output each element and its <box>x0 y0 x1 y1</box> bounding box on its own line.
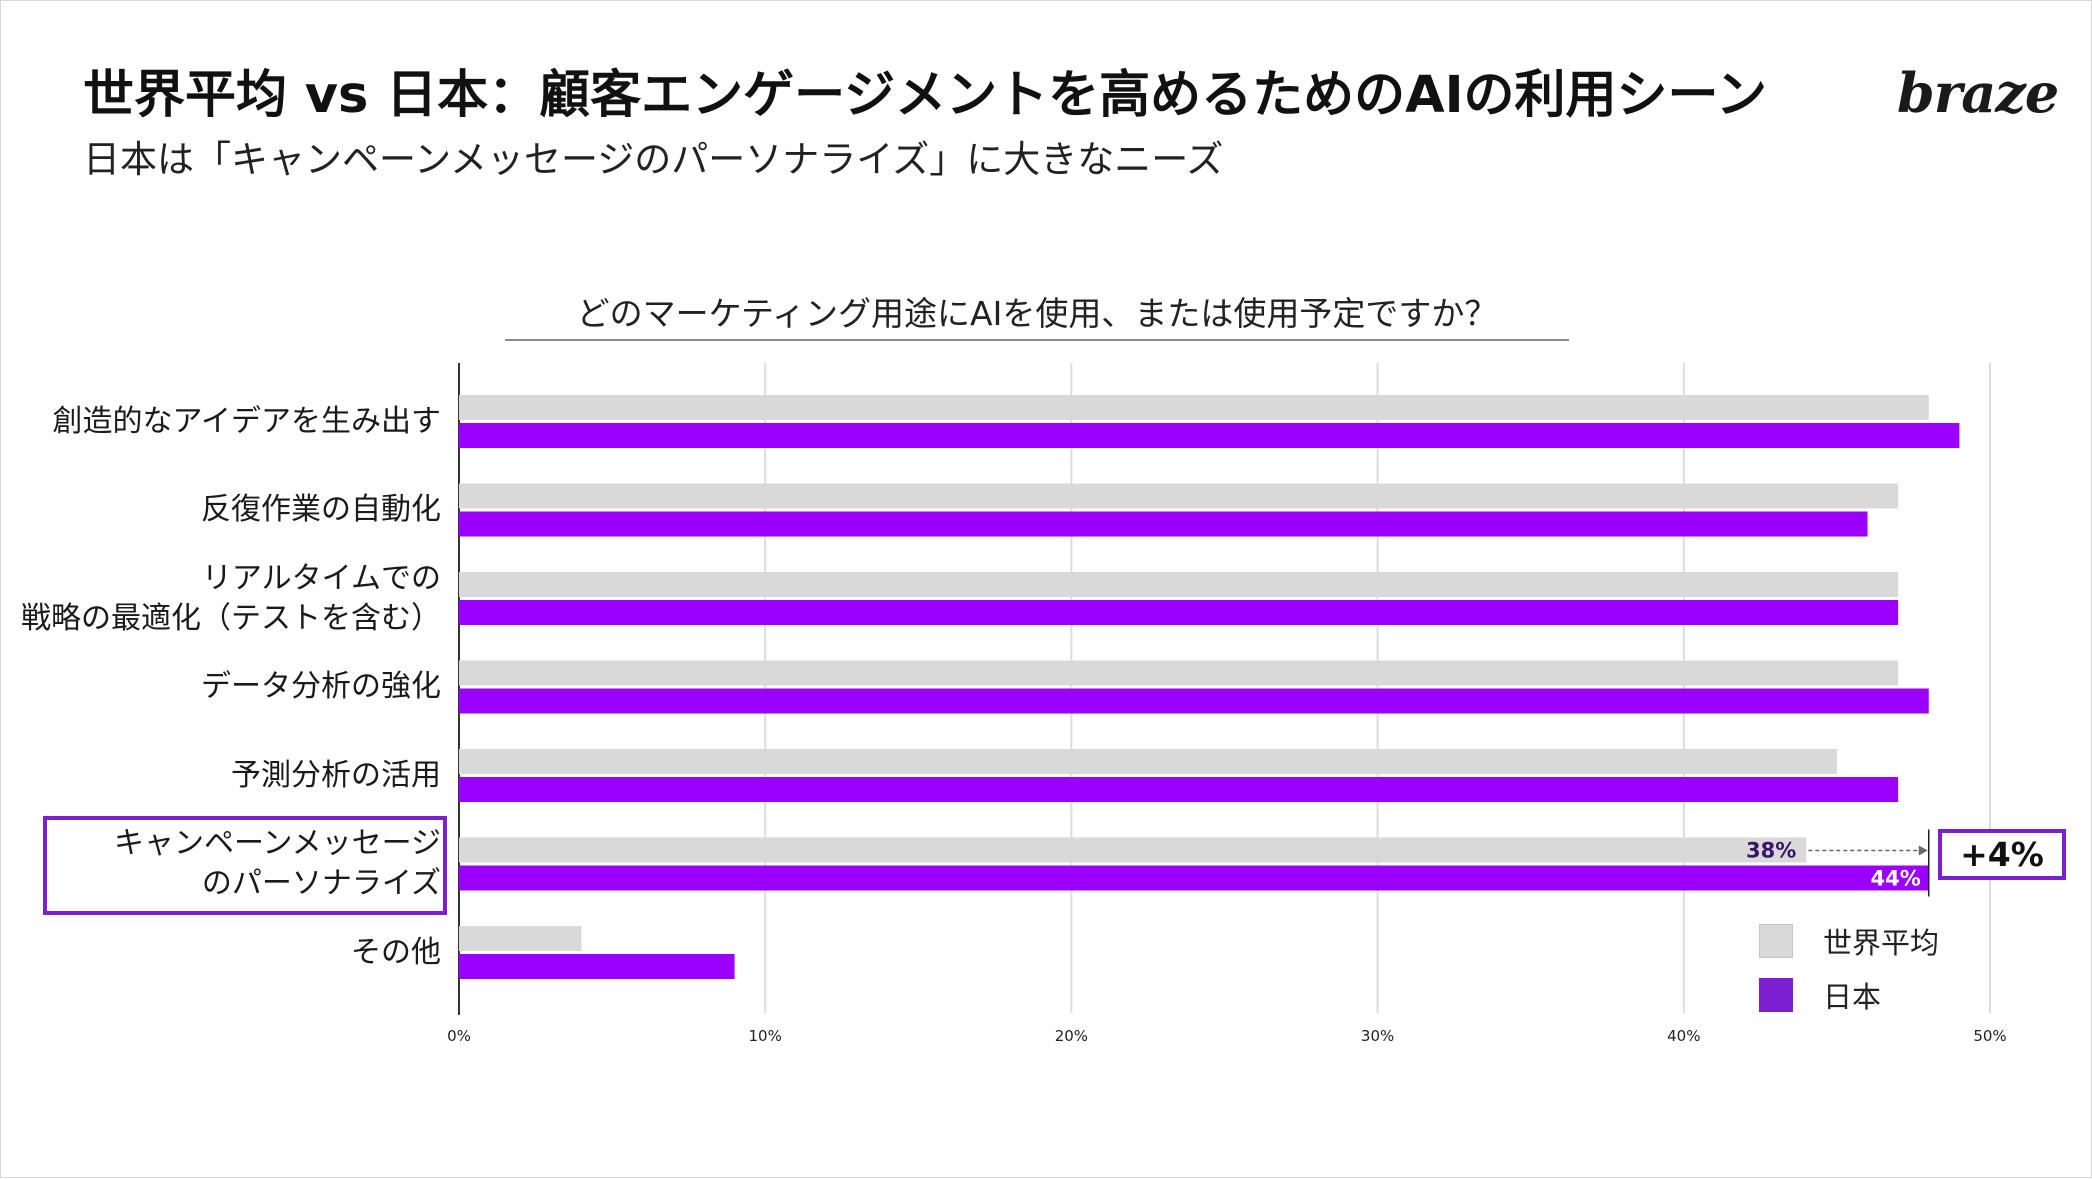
bar-world <box>459 926 582 951</box>
legend-item-japan: 日本 <box>1759 977 1882 1014</box>
bar-world <box>459 572 1899 597</box>
x-tick-label: 20% <box>1055 1027 1088 1045</box>
category-label: 創造的なアイデアを生み出す <box>53 402 442 442</box>
category-label-line: データ分析の強化 <box>201 669 441 704</box>
x-tick-label: 10% <box>749 1027 782 1045</box>
category-label: その他 <box>351 933 441 973</box>
category-label: キャンペーンメッセージのパーソナライズ <box>114 824 441 904</box>
bar-japan <box>459 511 1868 537</box>
bar-japan <box>459 954 735 979</box>
category-label: データ分析の強化 <box>201 667 441 707</box>
difference-callout: +4% <box>1938 829 2066 880</box>
bar-world <box>459 749 1837 774</box>
category-label-line: 創造的なアイデアを生み出す <box>52 403 442 439</box>
legend-swatch-japan <box>1759 978 1793 1012</box>
bar-japan <box>459 600 1899 625</box>
braze-logo: braze <box>1897 61 2059 125</box>
category-label-line: 戦略の最適化（テストを含む） <box>21 600 441 636</box>
legend-swatch-world <box>1759 924 1793 958</box>
category-label-line: リアルタイムでの <box>201 560 441 596</box>
bar-japan <box>459 688 1929 714</box>
category-label: 反復作業の自動化 <box>201 490 441 530</box>
category-label: 予測分析の活用 <box>231 756 441 796</box>
page-title: 世界平均 vs 日本：顧客エンゲージメントを高めるためのAIの利用シーン <box>83 66 1767 125</box>
x-tick-label: 50% <box>1973 1027 2006 1045</box>
bar-world <box>459 837 1807 863</box>
chart-title-underline <box>505 339 1569 341</box>
data-label-world: 38% <box>1746 839 1796 863</box>
legend-label-world: 世界平均 <box>1823 926 1940 960</box>
bar-japan <box>459 865 1929 891</box>
category-label-line: 予測分析の活用 <box>231 757 441 793</box>
bar-japan <box>459 423 1960 448</box>
bar-japan <box>459 777 1899 802</box>
page-subtitle: 日本は「キャンペーンメッセージのパーソナライズ」に大きなニーズ <box>83 138 1224 181</box>
legend-label-japan: 日本 <box>1823 980 1882 1014</box>
bar-world <box>459 483 1899 509</box>
chart-title: どのマーケティング用途にAIを使用、または使用予定ですか？ <box>576 294 1498 333</box>
bar-world <box>459 660 1899 686</box>
difference-arrow-head <box>1918 845 1928 856</box>
category-label-line: のパーソナライズ <box>201 866 441 901</box>
highlight-box <box>43 816 447 915</box>
category-label-line: キャンペーンメッセージ <box>114 826 441 861</box>
x-tick-label: 30% <box>1361 1027 1394 1045</box>
x-tick-label: 40% <box>1667 1027 1700 1045</box>
data-label-japan: 44% <box>1870 867 1920 891</box>
bar-world <box>459 395 1929 420</box>
x-tick-label: 0% <box>447 1027 471 1045</box>
category-label: リアルタイムでの戦略の最適化（テストを含む） <box>21 559 441 639</box>
legend-item-world: 世界平均 <box>1759 923 1940 960</box>
category-label-line: その他 <box>351 934 441 970</box>
category-label-line: 反復作業の自動化 <box>201 492 441 527</box>
